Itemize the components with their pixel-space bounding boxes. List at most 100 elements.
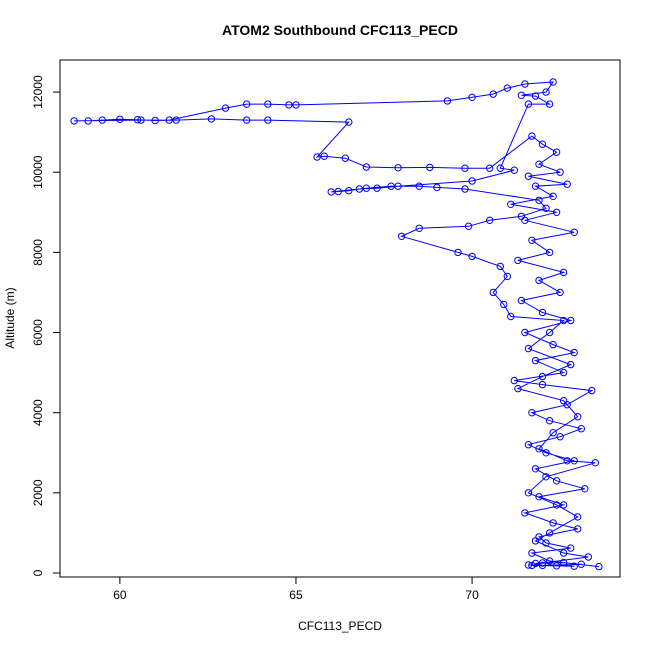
data-point <box>567 360 575 369</box>
x-axis-label: CFC113_PECD <box>298 619 382 633</box>
data-point <box>584 553 592 561</box>
data-point <box>426 163 434 172</box>
data-point <box>535 196 543 205</box>
data-point <box>514 256 522 265</box>
data-point <box>535 493 543 501</box>
data-point <box>433 183 441 192</box>
data-point <box>387 182 395 190</box>
data-point <box>528 549 536 557</box>
data-point <box>556 433 564 441</box>
data-point <box>549 78 557 86</box>
data-point <box>559 316 568 325</box>
data-point <box>70 117 78 125</box>
data-point <box>500 300 508 309</box>
data-point <box>538 380 547 389</box>
y-axis: 0 2000 4000 6000 8000 10000 12000 <box>31 75 61 576</box>
data-point <box>461 185 469 193</box>
data-point <box>510 376 518 385</box>
data-point <box>285 101 293 109</box>
data-point <box>464 222 473 231</box>
data-point <box>313 153 321 161</box>
data-point <box>172 116 180 124</box>
data-point <box>334 187 342 196</box>
y-tick-label: 12000 <box>31 75 45 109</box>
data-point <box>397 232 406 241</box>
data-point <box>514 384 522 393</box>
data-point <box>243 100 251 108</box>
data-point <box>524 344 533 353</box>
y-tick-label: 10000 <box>31 155 45 189</box>
data-point <box>531 465 540 473</box>
data-point <box>570 562 578 570</box>
data-point <box>542 473 550 481</box>
data-point <box>524 489 533 497</box>
data-point <box>552 501 561 509</box>
data-point <box>510 166 518 174</box>
data-point <box>528 132 536 140</box>
data-point <box>559 397 568 405</box>
data-point <box>535 445 543 453</box>
data-point <box>549 429 557 437</box>
data-point <box>570 457 578 465</box>
data-point <box>538 561 547 570</box>
data-point <box>545 100 554 108</box>
x-tick-label: 65 <box>289 588 303 602</box>
data-point <box>524 100 533 108</box>
data-point <box>567 544 575 552</box>
data-point <box>524 561 533 569</box>
data-point <box>507 200 515 209</box>
data-point <box>362 184 371 192</box>
data-point <box>570 228 578 237</box>
data-point <box>524 172 533 180</box>
data-point <box>221 104 230 112</box>
data-point <box>528 409 536 417</box>
data-point <box>454 248 462 257</box>
data-point <box>531 559 540 568</box>
x-tick-label: 70 <box>465 588 479 602</box>
data-point <box>151 116 159 125</box>
data-point <box>496 164 504 172</box>
data-point <box>116 115 124 124</box>
data-point <box>345 118 353 126</box>
data-point <box>489 90 497 98</box>
x-axis: 60 65 70 <box>113 576 479 602</box>
data-point <box>243 116 251 124</box>
data-point <box>415 224 423 233</box>
data-point <box>559 549 568 557</box>
series-layer <box>70 78 603 571</box>
data-point <box>207 115 216 123</box>
data-point <box>489 288 497 297</box>
data-point <box>549 192 557 201</box>
data-point <box>443 97 452 105</box>
data-point <box>503 84 511 92</box>
data-point <box>563 180 571 188</box>
data-point <box>570 348 578 357</box>
data-point <box>517 91 526 100</box>
data-point <box>468 93 476 102</box>
data-point <box>574 513 582 521</box>
data-point <box>84 117 92 125</box>
data-point <box>559 501 568 509</box>
data-point <box>362 163 371 171</box>
data-point <box>552 477 561 485</box>
data-point <box>567 316 575 325</box>
data-point <box>486 216 494 225</box>
data-point <box>559 268 568 277</box>
data-point <box>545 248 554 257</box>
data-point <box>524 441 533 449</box>
data-point <box>542 539 550 547</box>
data-point <box>538 372 547 381</box>
y-axis-label: Altitude (m) <box>3 287 17 348</box>
data-point <box>542 449 550 457</box>
data-point <box>563 457 571 465</box>
data-point <box>531 182 540 190</box>
data-point <box>538 140 547 148</box>
data-point <box>545 529 554 537</box>
y-tick-label: 0 <box>31 569 45 576</box>
data-point <box>133 116 142 124</box>
data-point <box>542 204 550 213</box>
data-point <box>535 160 543 168</box>
data-point <box>394 164 402 172</box>
data-point <box>577 425 585 433</box>
